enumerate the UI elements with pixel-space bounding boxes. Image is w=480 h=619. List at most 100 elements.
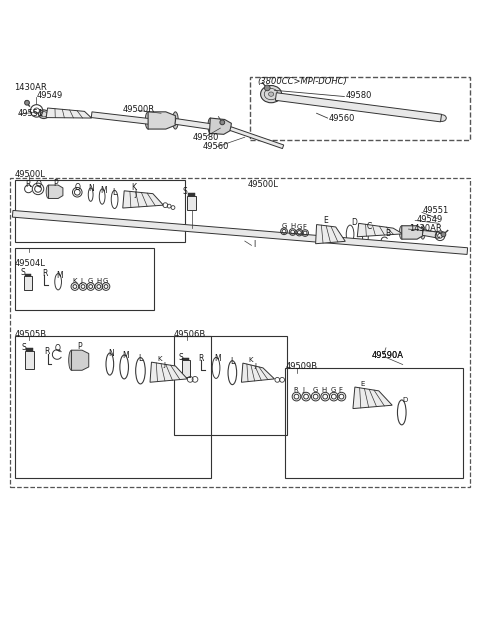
- Ellipse shape: [46, 185, 51, 199]
- Text: H: H: [290, 223, 296, 229]
- Text: R: R: [45, 347, 50, 356]
- Ellipse shape: [268, 92, 274, 97]
- Ellipse shape: [438, 115, 446, 121]
- Circle shape: [441, 232, 446, 236]
- Text: 49590A: 49590A: [372, 351, 404, 360]
- Text: 49500R: 49500R: [123, 105, 155, 114]
- Text: J: J: [303, 387, 305, 393]
- Text: D: D: [351, 218, 358, 227]
- Ellipse shape: [69, 350, 74, 370]
- Text: K: K: [72, 278, 76, 284]
- Bar: [15, 180, 185, 243]
- Text: E: E: [360, 381, 365, 387]
- Text: D: D: [403, 397, 408, 404]
- Text: N: N: [108, 349, 114, 358]
- Text: M: M: [214, 354, 221, 363]
- Circle shape: [220, 120, 225, 125]
- Polygon shape: [91, 112, 149, 124]
- Text: 1430AR: 1430AR: [409, 223, 442, 233]
- Text: 49505B: 49505B: [15, 330, 47, 339]
- Text: I: I: [253, 240, 256, 249]
- Polygon shape: [72, 350, 89, 370]
- Bar: [182, 358, 190, 360]
- Polygon shape: [422, 230, 437, 238]
- Text: L: L: [139, 354, 143, 363]
- Text: 49551: 49551: [17, 109, 44, 118]
- Polygon shape: [150, 362, 187, 383]
- Text: 49549: 49549: [36, 91, 63, 100]
- Text: N: N: [88, 184, 94, 193]
- Text: 49506B: 49506B: [174, 330, 206, 339]
- Text: K: K: [157, 357, 162, 362]
- Bar: [24, 351, 34, 370]
- Text: G: G: [282, 222, 287, 228]
- Bar: [15, 248, 154, 310]
- Bar: [250, 77, 470, 140]
- Text: 49549: 49549: [416, 215, 443, 224]
- Text: G: G: [297, 224, 302, 230]
- Text: B: B: [385, 229, 391, 238]
- Ellipse shape: [208, 118, 213, 133]
- Text: 49560: 49560: [328, 113, 355, 123]
- Text: 49590A: 49590A: [372, 351, 404, 360]
- Ellipse shape: [38, 110, 49, 118]
- Bar: [24, 274, 31, 276]
- Polygon shape: [123, 191, 163, 208]
- Polygon shape: [353, 387, 392, 409]
- Text: J: J: [80, 278, 82, 284]
- Ellipse shape: [399, 226, 404, 239]
- Text: J: J: [135, 189, 137, 197]
- Bar: [286, 368, 463, 478]
- Bar: [181, 360, 190, 376]
- Text: K: K: [249, 357, 253, 363]
- Text: K: K: [131, 183, 136, 193]
- Text: G: G: [312, 387, 318, 393]
- Text: 49551: 49551: [423, 206, 449, 215]
- Text: F: F: [338, 387, 342, 393]
- Circle shape: [24, 100, 29, 105]
- Bar: [174, 336, 287, 435]
- Ellipse shape: [157, 115, 167, 127]
- Text: F: F: [303, 224, 307, 230]
- Text: J: J: [163, 362, 166, 368]
- Text: 49560: 49560: [203, 142, 229, 151]
- Text: R: R: [198, 354, 203, 363]
- Bar: [187, 196, 196, 210]
- Text: G: G: [330, 387, 336, 393]
- Text: E: E: [323, 216, 327, 225]
- Polygon shape: [230, 127, 284, 149]
- Bar: [15, 336, 211, 478]
- Bar: [10, 178, 470, 487]
- Text: C: C: [366, 222, 372, 231]
- Text: (3800CC>MPI-DOHC): (3800CC>MPI-DOHC): [258, 77, 348, 85]
- Text: J: J: [254, 363, 256, 369]
- Polygon shape: [209, 118, 231, 134]
- Text: 49504L: 49504L: [15, 259, 46, 268]
- Text: S: S: [21, 267, 25, 277]
- Bar: [24, 276, 32, 290]
- Polygon shape: [276, 93, 442, 122]
- Polygon shape: [12, 210, 468, 254]
- Text: 49500L: 49500L: [15, 170, 46, 179]
- Bar: [188, 193, 195, 196]
- Text: R: R: [25, 180, 31, 189]
- Polygon shape: [46, 108, 92, 118]
- Text: 49509B: 49509B: [286, 363, 318, 371]
- Text: S: S: [22, 344, 26, 352]
- Text: 49580: 49580: [345, 91, 372, 100]
- Circle shape: [264, 85, 270, 91]
- Text: L: L: [230, 357, 235, 366]
- Text: P: P: [53, 179, 58, 188]
- Bar: [25, 348, 33, 351]
- Text: Q: Q: [35, 180, 41, 189]
- Text: M: M: [100, 186, 107, 196]
- Ellipse shape: [261, 85, 282, 103]
- Ellipse shape: [420, 226, 425, 239]
- Text: S: S: [179, 353, 183, 362]
- Text: O: O: [75, 183, 81, 192]
- Text: Q: Q: [54, 344, 60, 353]
- Text: M: M: [57, 271, 63, 280]
- Text: H: H: [322, 387, 327, 393]
- Polygon shape: [48, 185, 63, 199]
- Text: R: R: [293, 387, 298, 393]
